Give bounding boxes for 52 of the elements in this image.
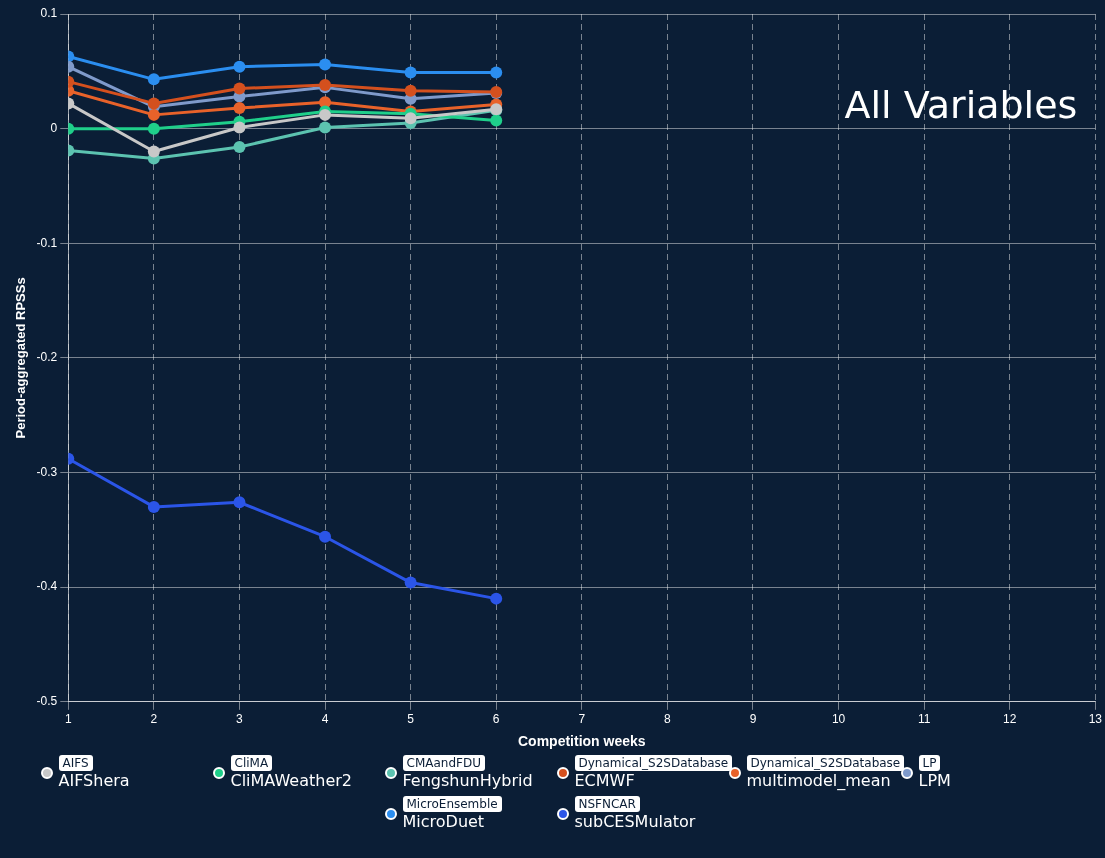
text: All Variables (844, 82, 1078, 127)
point (147, 73, 160, 86)
legend-label: CliMA CliMAWeather2 (230, 755, 352, 790)
point (404, 112, 417, 125)
x-tick-label: 10 (831, 712, 846, 727)
x-tick-label: 1 (64, 712, 72, 727)
x-tick-label: 5 (407, 712, 415, 727)
point (404, 576, 417, 589)
legend-label: Dynamical_S2SDatabase multimodel_mean (746, 755, 902, 790)
y-tick-label: 0.1 (40, 6, 58, 21)
point (233, 82, 246, 95)
point (233, 121, 246, 134)
point (147, 108, 160, 121)
x-tick-label: 6 (492, 712, 500, 727)
point (404, 84, 417, 97)
point (233, 102, 246, 114)
point (147, 122, 160, 135)
y-axis-title: Period-aggregated RPSSs (13, 277, 29, 439)
x-tick-label: 8 (664, 712, 672, 727)
legend-label: AIFS AIFShera (58, 755, 130, 790)
x-tick-label: 2 (150, 712, 158, 727)
x-axis-title: Competition weeks (518, 733, 646, 750)
x-tick-label: 11 (917, 712, 931, 727)
y-tick-label: -0.1 (36, 235, 58, 250)
x-tick-label: 7 (578, 712, 586, 727)
point (319, 530, 332, 543)
point (319, 121, 332, 134)
legend-label: NSFNCAR subCESMulator (574, 796, 696, 831)
point (490, 592, 503, 605)
x-tick-label: 9 (749, 712, 757, 727)
y-tick-label: -0.4 (36, 579, 58, 594)
y-tick-label: -0.5 (36, 694, 58, 709)
point (490, 114, 503, 127)
point (490, 66, 503, 79)
legend-label: LP LPM (918, 755, 951, 790)
x-tick-label: 3 (236, 712, 244, 727)
point (233, 496, 246, 509)
point (404, 66, 417, 79)
y-tick-label: -0.3 (36, 464, 58, 479)
point (233, 60, 246, 73)
legend-label: CMAandFDU FengshunHybrid (402, 755, 533, 790)
y-tick-label: -0.2 (36, 350, 58, 365)
x-tick-label: 12 (1003, 712, 1017, 727)
point (147, 500, 160, 513)
point (147, 145, 160, 158)
point (233, 140, 246, 153)
y-tick-label: 0 (50, 120, 58, 135)
legend-label: MicroEnsemble MicroDuet (402, 796, 499, 831)
x-tick-label: 4 (321, 712, 329, 727)
legend-label: Dynamical_S2SDatabase ECMWF (574, 755, 730, 790)
point (319, 58, 332, 71)
x-tick-label: 13 (1088, 712, 1103, 727)
